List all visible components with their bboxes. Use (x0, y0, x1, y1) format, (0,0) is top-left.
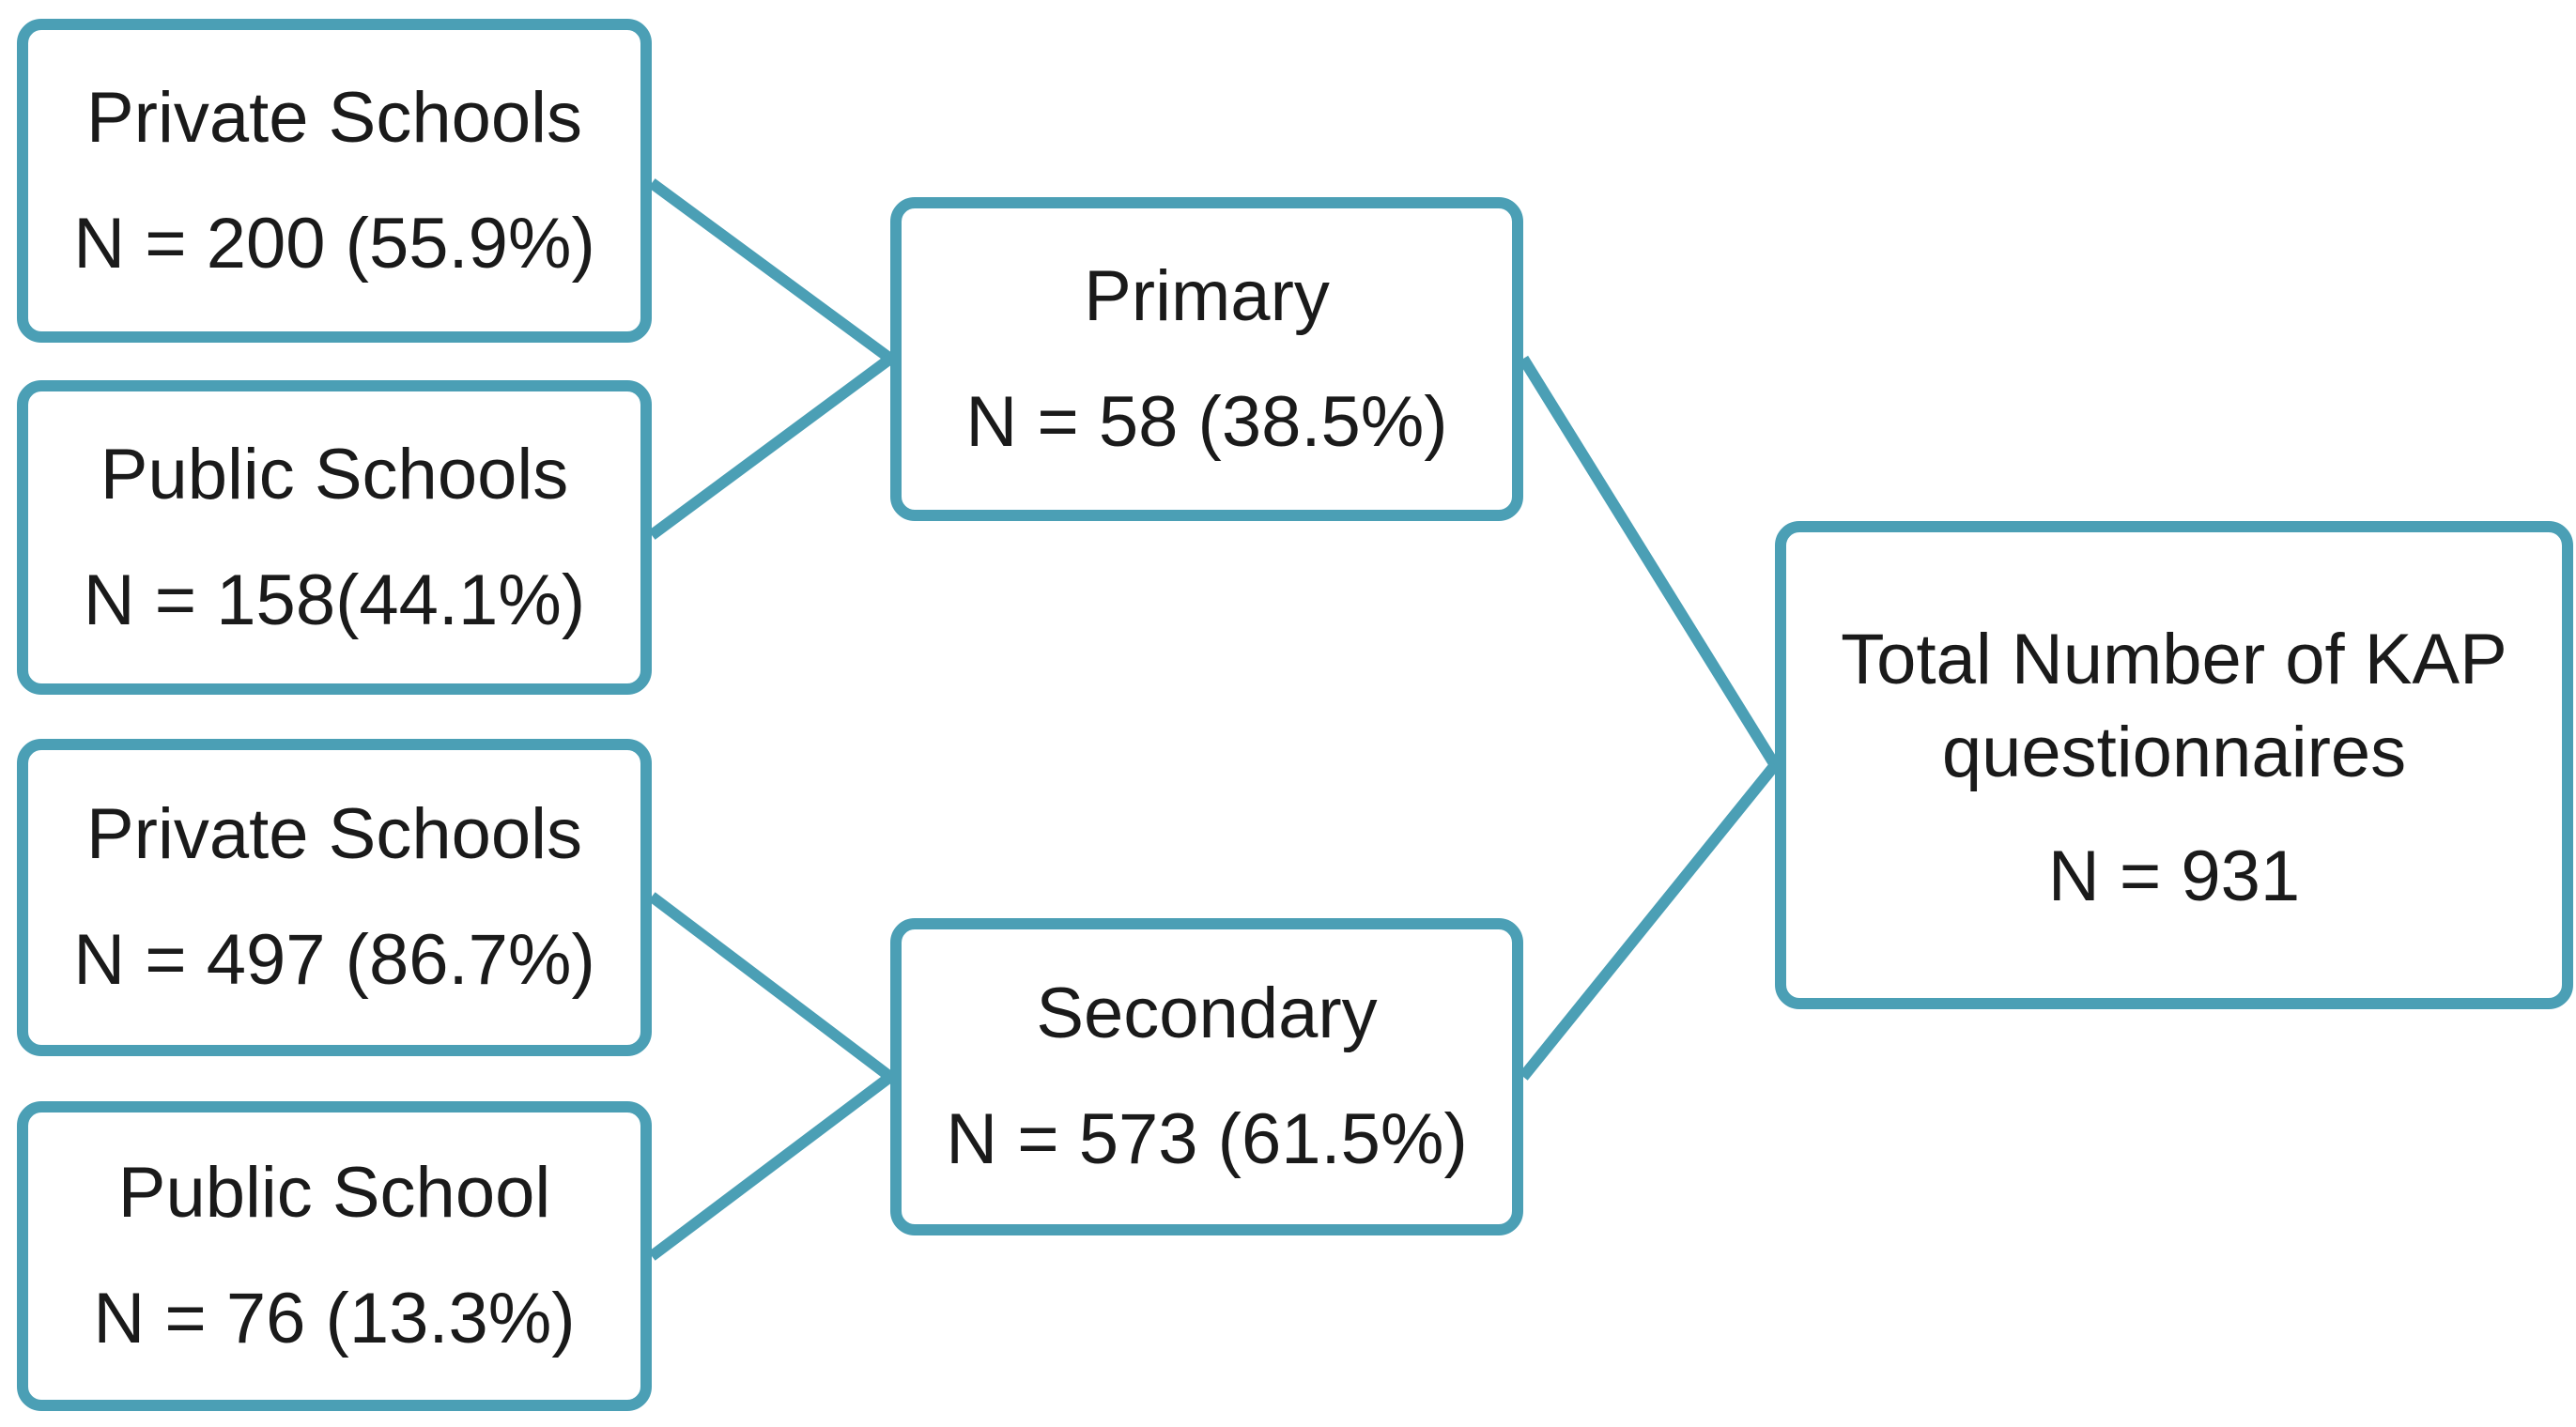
node-primary: Primary N = 58 (38.5%) (890, 197, 1523, 521)
node-label: Public School (117, 1153, 551, 1234)
node-secondary: Secondary N = 573 (61.5%) (890, 918, 1523, 1235)
node-count: N = 573 (61.5%) (946, 1099, 1468, 1179)
edge-secondary-public-to-secondary (648, 1072, 894, 1261)
edge-secondary-to-total (1519, 761, 1780, 1081)
edge-secondary-private-to-secondary (648, 892, 894, 1082)
node-primary-public-schools: Public Schools N = 158(44.1%) (17, 380, 652, 695)
node-label: Public Schools (100, 434, 569, 514)
node-count: N = 200 (55.9%) (73, 203, 595, 284)
edge-primary-to-total (1518, 355, 1781, 769)
edge-primary-private-to-primary (648, 178, 894, 363)
node-label: Private Schools (85, 77, 583, 158)
node-total-kap-questionnaires: Total Number of KAP questionnaires N = 9… (1775, 521, 2573, 1009)
node-count: N = 497 (86.7%) (73, 920, 595, 1000)
node-count: N = 931 (2047, 836, 2301, 916)
node-label: Secondary (1036, 974, 1378, 1054)
node-label: Total Number of KAP questionnaires (1841, 620, 2507, 793)
node-count: N = 76 (13.3%) (93, 1279, 576, 1358)
node-secondary-public-school: Public School N = 76 (13.3%) (17, 1101, 652, 1411)
node-count: N = 58 (38.5%) (965, 381, 1448, 462)
node-label: Private Schools (85, 794, 583, 875)
node-label: Primary (1084, 255, 1330, 336)
node-secondary-private-schools: Private Schools N = 497 (86.7%) (17, 739, 652, 1056)
node-primary-private-schools: Private Schools N = 200 (55.9%) (17, 19, 652, 343)
node-count: N = 158(44.1%) (83, 560, 586, 640)
edge-primary-public-to-primary (648, 354, 894, 540)
